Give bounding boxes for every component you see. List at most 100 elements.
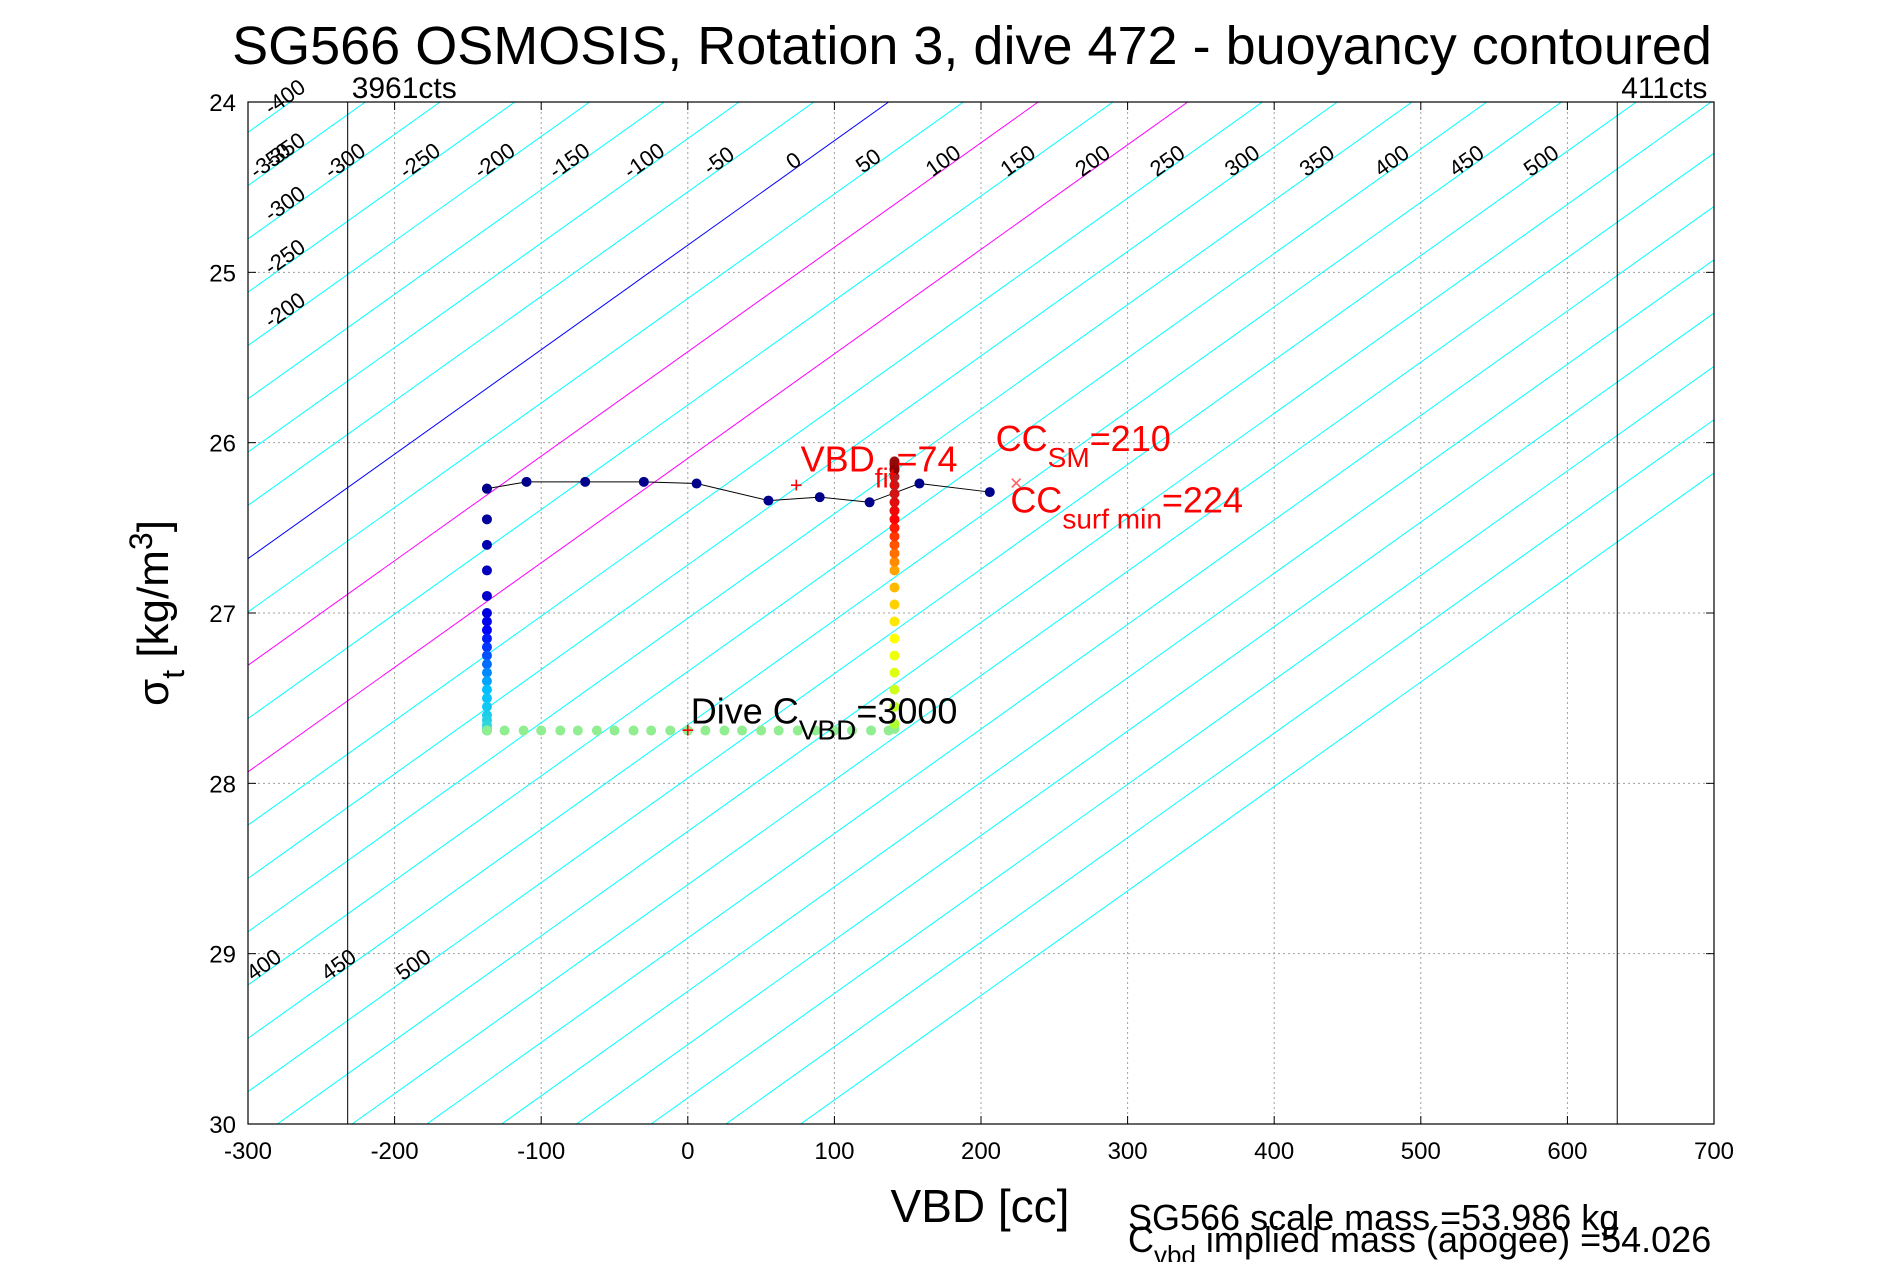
buoyancy-contour-line: [248, 102, 1637, 1093]
annotation-main: Dive C: [691, 691, 799, 732]
climb-point: [889, 650, 900, 661]
x-tick-label: -200: [371, 1138, 419, 1165]
apogee-point: [737, 725, 748, 736]
climb-point: [889, 599, 900, 610]
buoyancy-contour-line: [248, 102, 1188, 773]
climb-point: [889, 556, 900, 567]
buoyancy-contour-line: [248, 102, 516, 293]
vbd-limit-label: 411cts: [1621, 72, 1707, 105]
apogee-point: [555, 725, 566, 736]
y-tick-label: 27: [209, 601, 236, 628]
x-tick-label: 100: [814, 1138, 854, 1165]
climb-point: [889, 539, 900, 550]
y-tick-label: 24: [209, 90, 236, 117]
surface-point: [580, 476, 591, 487]
dive-descent-point: [481, 539, 492, 550]
buoyancy-contour-line: [800, 472, 1714, 1124]
x-tick-label: 600: [1547, 1138, 1587, 1165]
vbd-limit-label: 3961cts: [352, 72, 457, 105]
y-tick-label: 28: [209, 771, 236, 798]
y-axis-label: σt [kg/m3]: [123, 520, 191, 706]
climb-point: [889, 616, 900, 627]
climb-point: [889, 497, 900, 508]
climb-point: [889, 633, 900, 644]
annotation-main: VBD: [801, 439, 875, 480]
x-axis-label: VBD [cc]: [891, 1180, 1070, 1232]
apogee-point: [756, 725, 767, 736]
footnote-implied-mass-sub: vbd: [1154, 1240, 1196, 1262]
apogee-point: [829, 725, 840, 736]
annotation-value: =224: [1162, 480, 1243, 521]
buoyancy-contour-line: [248, 102, 1114, 720]
dive-track: [481, 456, 995, 736]
dive-descent-point: [481, 625, 492, 636]
apogee-point: [499, 725, 510, 736]
grid-lines: [248, 102, 1714, 1124]
climb-point: [889, 701, 900, 712]
annotation-value: =74: [896, 439, 957, 480]
annotation-subscript: SM: [1048, 442, 1090, 473]
annotation-value: =210: [1090, 418, 1171, 459]
footnote-scale-mass: SG566 scale mass =53.986 kg: [1128, 1197, 1619, 1238]
x-tick-label: 300: [1108, 1138, 1148, 1165]
buoyancy-contour-line: [248, 102, 1263, 826]
apogee-point: [665, 725, 676, 736]
dive-descent-point: [481, 667, 492, 678]
apogee-point: [846, 725, 857, 736]
buoyancy-contour-line: [0, 102, 66, 1124]
dive-descent-point: [481, 650, 492, 661]
climb-point: [889, 505, 900, 516]
dive-descent-point: [481, 701, 492, 712]
buoyancy-contour-line: [0, 102, 141, 1124]
reference-marker: +: [681, 718, 694, 743]
climb-point: [889, 522, 900, 533]
dive-descent-point: [481, 590, 492, 601]
surface-point: [814, 492, 825, 503]
dive-descent-point: [481, 642, 492, 653]
annotation-label: CCsurf min=224: [1010, 480, 1243, 535]
climb-point: [889, 565, 900, 576]
surface-point: [864, 497, 875, 508]
apogee-point: [518, 725, 529, 736]
apogee-point: [481, 725, 492, 736]
dive-descent-point: [481, 693, 492, 704]
annotation-subscript: surf min: [1062, 504, 1162, 535]
climb-point: [889, 684, 900, 695]
annotation-subscript: fit: [875, 463, 897, 494]
apogee-point: [792, 725, 803, 736]
apogee-point: [591, 725, 602, 736]
y-tick-label: 30: [209, 1112, 236, 1139]
y-axis-label-unit: [kg/m: [129, 550, 178, 670]
annotation-main: CC: [996, 418, 1048, 459]
buoyancy-contours: [0, 102, 1714, 1124]
apogee-point: [810, 725, 821, 736]
apogee-point: [646, 725, 657, 736]
y-axis-label-sup: 3: [123, 532, 159, 550]
buoyancy-contour-line: [351, 152, 1714, 1124]
buoyancy-contour-line: [248, 102, 889, 560]
y-tick-label: 25: [209, 260, 236, 287]
climb-point: [889, 514, 900, 525]
climb-point: [889, 667, 900, 678]
dive-descent-point: [481, 616, 492, 627]
footnote-implied-mass: Cvbd implied mass (apogee) =54.026: [1128, 1219, 1711, 1262]
surface-point: [638, 476, 649, 487]
buoyancy-contour-line: [650, 365, 1714, 1124]
x-tick-label: 700: [1694, 1138, 1734, 1165]
surface-point: [984, 487, 995, 498]
y-tick-label: 26: [209, 431, 236, 458]
annotation-label: CCSM=210: [996, 418, 1171, 473]
buoyancy-contour-line: [576, 312, 1714, 1124]
surface-point: [691, 478, 702, 489]
annotation-subscript: VBD: [799, 715, 857, 746]
x-tick-label: 400: [1254, 1138, 1294, 1165]
footnote-implied-mass-rest: implied mass (apogee) =54.026: [1196, 1219, 1711, 1260]
climb-point: [889, 531, 900, 542]
buoyancy-contour-line: [248, 102, 740, 453]
buoyancy-contour-line: [248, 102, 1488, 986]
apogee-point: [682, 725, 693, 736]
climb-point: [889, 582, 900, 593]
climb-point: [889, 464, 900, 475]
